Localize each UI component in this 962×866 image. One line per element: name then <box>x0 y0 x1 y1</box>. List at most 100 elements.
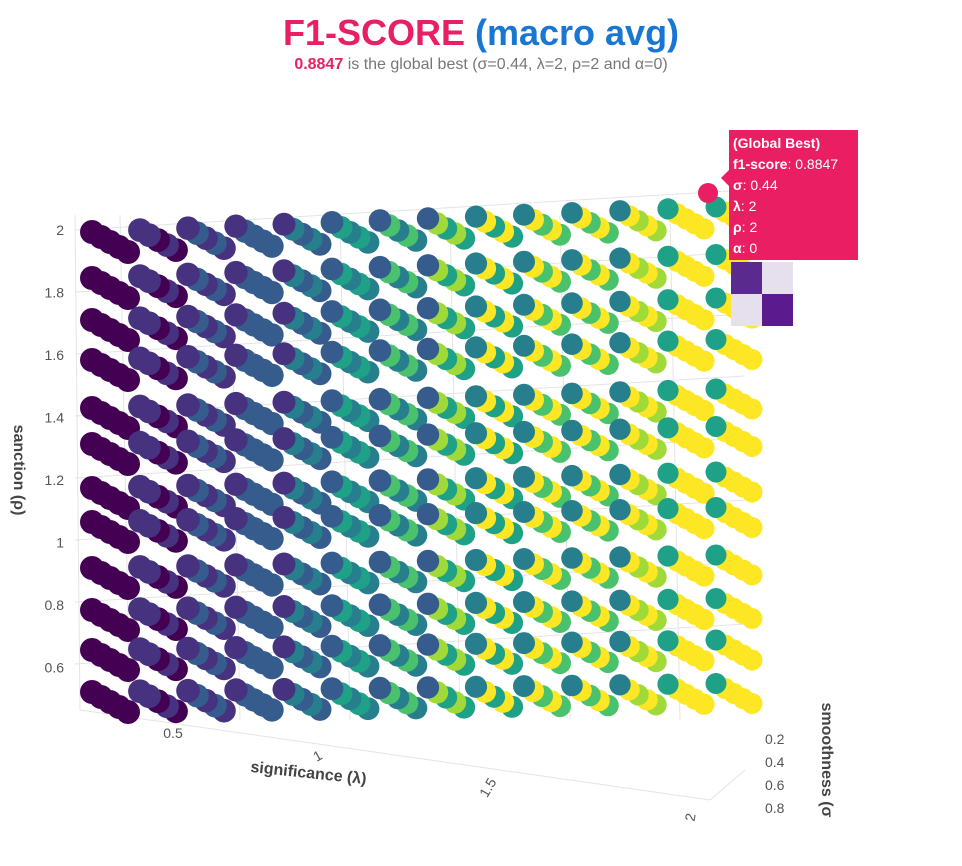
data-point[interactable] <box>416 468 440 491</box>
data-point[interactable] <box>320 594 344 617</box>
data-point[interactable] <box>561 631 583 654</box>
data-point[interactable] <box>176 596 200 620</box>
data-point[interactable] <box>224 428 248 452</box>
data-point[interactable] <box>464 252 488 275</box>
data-point[interactable] <box>464 205 488 228</box>
data-point[interactable] <box>320 211 344 234</box>
data-point[interactable] <box>176 262 200 287</box>
data-point[interactable] <box>464 675 488 698</box>
data-point[interactable] <box>416 633 440 656</box>
data-point[interactable] <box>224 391 248 416</box>
data-point[interactable] <box>368 424 392 448</box>
data-point[interactable] <box>705 329 727 350</box>
data-point[interactable] <box>128 679 152 704</box>
data-point[interactable] <box>416 207 440 230</box>
data-point[interactable] <box>513 591 535 613</box>
data-point[interactable] <box>224 678 248 702</box>
data-point[interactable] <box>464 591 488 615</box>
data-point[interactable] <box>320 257 344 281</box>
data-point[interactable] <box>176 304 200 329</box>
data-point[interactable] <box>176 429 200 454</box>
data-point[interactable] <box>176 508 200 532</box>
data-point[interactable] <box>464 632 488 655</box>
data-point[interactable] <box>609 463 631 486</box>
data-point[interactable] <box>224 303 248 327</box>
data-point[interactable] <box>128 346 152 371</box>
data-point[interactable] <box>80 476 104 500</box>
data-point[interactable] <box>609 674 631 696</box>
data-point[interactable] <box>272 212 296 236</box>
data-point[interactable] <box>272 677 296 701</box>
data-point[interactable] <box>224 553 248 577</box>
data-point[interactable] <box>705 416 727 437</box>
data-point[interactable] <box>416 386 440 409</box>
data-point[interactable] <box>705 629 727 651</box>
data-point[interactable] <box>368 209 392 232</box>
data-point[interactable] <box>609 200 631 222</box>
data-point[interactable] <box>80 220 104 244</box>
data-point[interactable] <box>657 198 679 220</box>
data-point[interactable] <box>128 264 152 289</box>
data-point[interactable] <box>561 464 583 487</box>
data-point[interactable] <box>320 551 344 575</box>
data-point[interactable] <box>513 250 535 273</box>
data-point[interactable] <box>416 254 440 277</box>
data-point[interactable] <box>176 678 200 703</box>
data-point[interactable] <box>368 469 392 492</box>
data-point[interactable] <box>513 632 535 655</box>
data-point[interactable] <box>561 674 583 697</box>
data-point[interactable] <box>609 381 631 403</box>
data-point[interactable] <box>657 417 679 439</box>
data-point[interactable] <box>368 676 392 700</box>
data-point[interactable] <box>320 677 344 701</box>
data-point[interactable] <box>176 554 200 578</box>
data-point[interactable] <box>561 382 583 405</box>
data-point[interactable] <box>224 507 248 531</box>
data-point[interactable] <box>657 545 679 567</box>
data-point[interactable] <box>705 287 727 309</box>
data-point[interactable] <box>609 247 631 269</box>
data-point[interactable] <box>609 546 631 568</box>
data-point[interactable] <box>513 203 535 226</box>
data-point[interactable] <box>416 676 440 699</box>
data-point[interactable] <box>272 259 296 283</box>
data-point[interactable] <box>272 390 296 414</box>
data-point[interactable] <box>128 306 152 331</box>
data-point[interactable] <box>416 337 440 361</box>
data-point[interactable] <box>464 501 488 525</box>
data-point[interactable] <box>513 334 535 357</box>
data-point[interactable] <box>609 499 631 521</box>
data-point[interactable] <box>464 467 488 490</box>
data-point[interactable] <box>416 503 440 526</box>
data-point[interactable] <box>416 297 440 320</box>
data-point[interactable] <box>80 510 104 534</box>
data-point[interactable] <box>128 474 152 499</box>
data-point[interactable] <box>657 245 679 267</box>
data-point[interactable] <box>80 638 104 662</box>
data-point[interactable] <box>416 549 440 573</box>
data-point[interactable] <box>368 298 392 322</box>
data-point[interactable] <box>368 387 392 411</box>
data-point[interactable] <box>176 473 200 498</box>
data-point[interactable] <box>705 544 727 566</box>
data-point[interactable] <box>657 673 679 695</box>
data-point[interactable] <box>368 593 392 616</box>
data-point[interactable] <box>320 505 344 528</box>
data-point[interactable] <box>224 636 248 660</box>
global-best-point[interactable] <box>698 183 718 203</box>
data-point[interactable] <box>416 592 440 615</box>
data-point[interactable] <box>320 634 344 658</box>
data-point[interactable] <box>176 393 200 417</box>
data-point[interactable] <box>128 555 152 579</box>
data-point[interactable] <box>705 244 727 265</box>
data-point[interactable] <box>272 506 296 529</box>
data-point[interactable] <box>657 379 679 402</box>
data-point[interactable] <box>128 218 152 243</box>
data-point[interactable] <box>128 597 152 621</box>
data-point[interactable] <box>80 556 104 580</box>
data-point[interactable] <box>272 471 296 495</box>
data-point[interactable] <box>464 422 488 445</box>
data-point[interactable] <box>80 348 104 372</box>
data-point[interactable] <box>128 637 152 662</box>
data-point[interactable] <box>368 634 392 657</box>
